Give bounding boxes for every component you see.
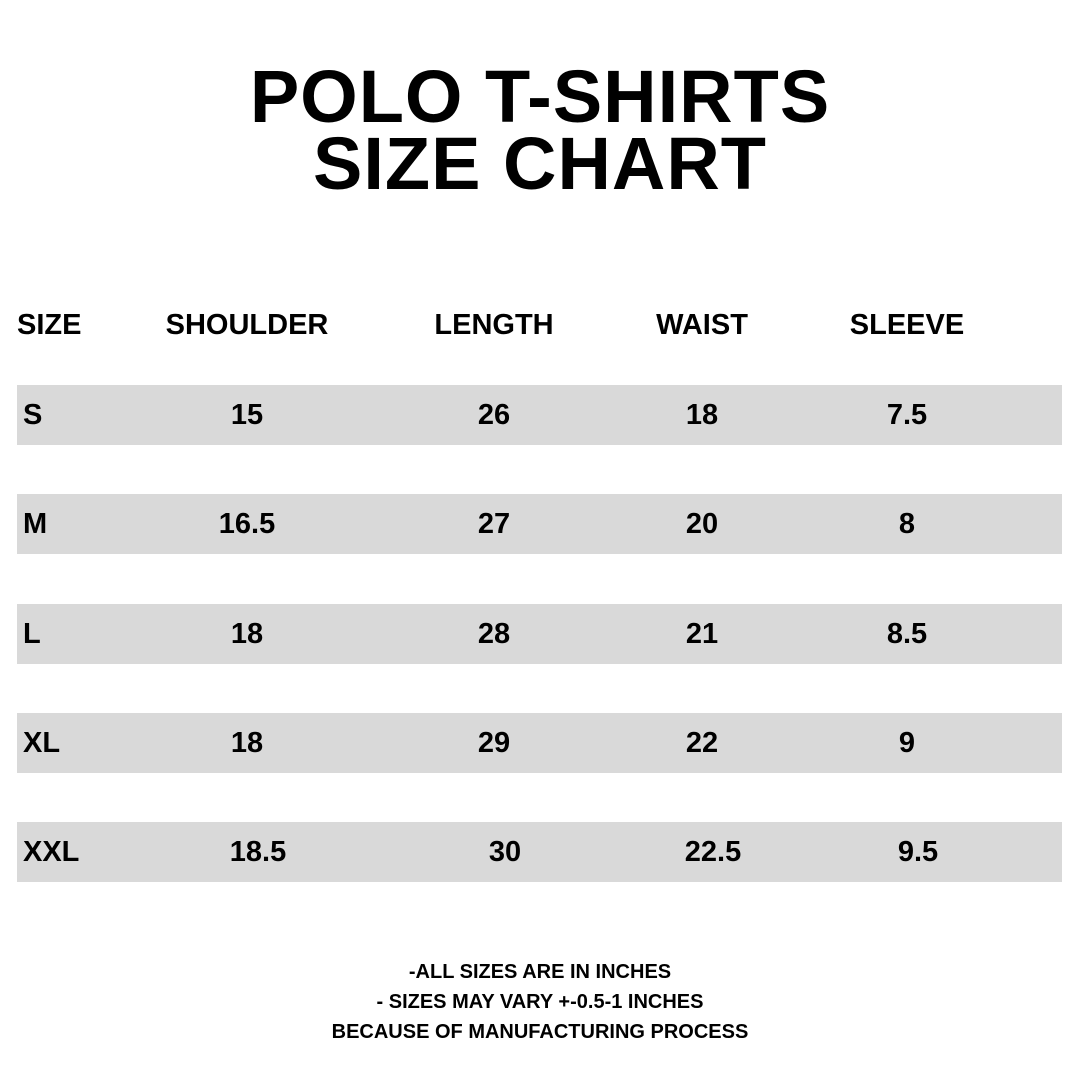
cell-sleeve: 8.5	[886, 618, 928, 650]
cell-waist: 18	[685, 399, 719, 431]
cell-length: 29	[477, 727, 511, 759]
cell-size: S	[23, 399, 43, 431]
cell-shoulder: 15	[230, 399, 264, 431]
cell-sleeve: 9.5	[897, 836, 939, 868]
table-row: S 15 26 18 7.5	[17, 385, 1062, 445]
header-shoulder: SHOULDER	[165, 309, 329, 341]
title-line-1: POLO T-SHIRTS	[249, 55, 831, 138]
cell-shoulder: 18.5	[229, 836, 287, 868]
table-row: L 18 28 21 8.5	[17, 604, 1062, 664]
table-row: M 16.5 27 20 8	[17, 494, 1062, 554]
cell-waist: 22.5	[684, 836, 742, 868]
cell-waist: 20	[685, 508, 719, 540]
header-length: LENGTH	[434, 309, 554, 341]
cell-length: 27	[477, 508, 511, 540]
cell-length: 28	[477, 618, 511, 650]
cell-shoulder: 18	[230, 618, 264, 650]
table-row: XXL 18.5 30 22.5 9.5	[17, 822, 1062, 882]
cell-sleeve: 7.5	[886, 399, 928, 431]
cell-sleeve: 8	[898, 508, 916, 540]
note-variance: - SIZES MAY VARY +-0.5-1 INCHES	[376, 991, 704, 1013]
note-reason: BECAUSE OF MANUFACTURING PROCESS	[331, 1021, 749, 1043]
cell-waist: 22	[685, 727, 719, 759]
cell-waist: 21	[685, 618, 719, 650]
header-waist: WAIST	[656, 309, 748, 341]
cell-sleeve: 9	[898, 727, 916, 759]
title-line-2: SIZE CHART	[313, 122, 767, 205]
cell-size: M	[23, 508, 48, 540]
cell-length: 30	[488, 836, 522, 868]
header-size: SIZE	[17, 309, 82, 341]
cell-shoulder: 18	[230, 727, 264, 759]
cell-shoulder: 16.5	[218, 508, 276, 540]
cell-size: XXL	[23, 836, 80, 868]
table-row: XL 18 29 22 9	[17, 713, 1062, 773]
cell-size: XL	[23, 727, 61, 759]
cell-length: 26	[477, 399, 511, 431]
note-units: -ALL SIZES ARE IN INCHES	[408, 961, 672, 983]
cell-size: L	[23, 618, 41, 650]
header-sleeve: SLEEVE	[849, 309, 965, 341]
